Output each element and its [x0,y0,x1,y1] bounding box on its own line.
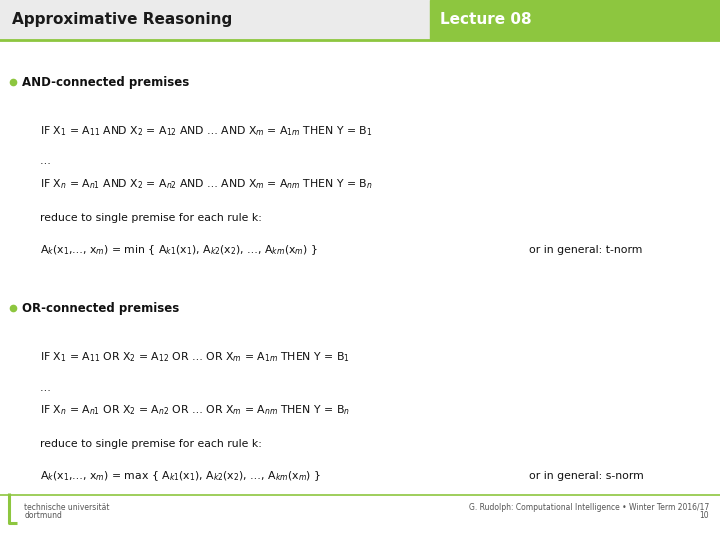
Text: or in general: t-norm: or in general: t-norm [529,245,642,255]
Text: A$_k$(x$_1$,…, x$_m$) = min { A$_{k1}$(x$_1$), A$_{k2}$(x$_2$), …, A$_{km}$(x$_m: A$_k$(x$_1$,…, x$_m$) = min { A$_{k1}$(x… [40,243,318,257]
Text: G. Rudolph: Computational Intelligence • Winter Term 2016/17: G. Rudolph: Computational Intelligence •… [469,503,709,512]
Text: dortmund: dortmund [24,511,63,520]
Text: OR-connected premises: OR-connected premises [22,302,179,315]
Text: IF X$_1$ = A$_{11}$ OR X$_2$ = A$_{12}$ OR … OR X$_m$ = A$_{1m}$ THEN Y = B$_1$: IF X$_1$ = A$_{11}$ OR X$_2$ = A$_{12}$ … [40,350,349,364]
Text: …: … [40,383,50,393]
Text: or in general: s-norm: or in general: s-norm [529,471,644,481]
Text: IF X$_n$ = A$_{n1}$ OR X$_2$ = A$_{n2}$ OR … OR X$_m$ = A$_{nm}$ THEN Y = B$_n$: IF X$_n$ = A$_{n1}$ OR X$_2$ = A$_{n2}$ … [40,403,350,417]
Bar [0,0,720,40]
Bar [430,0,720,40]
Text: Lecture 08: Lecture 08 [440,12,531,28]
Text: …: … [40,157,50,166]
Text: Approximative Reasoning: Approximative Reasoning [12,12,232,28]
Text: IF X$_1$ = A$_{11}$ AND X$_2$ = A$_{12}$ AND … AND X$_m$ = A$_{1m}$ THEN Y = B$_: IF X$_1$ = A$_{11}$ AND X$_2$ = A$_{12}$… [40,124,372,138]
Text: AND-connected premises: AND-connected premises [22,76,189,89]
Text: reduce to single premise for each rule k:: reduce to single premise for each rule k… [40,213,261,222]
Text: 10: 10 [700,511,709,520]
Text: IF X$_n$ = A$_{n1}$ AND X$_2$ = A$_{n2}$ AND … AND X$_m$ = A$_{nm}$ THEN Y = B$_: IF X$_n$ = A$_{n1}$ AND X$_2$ = A$_{n2}$… [40,177,372,191]
Text: A$_k$(x$_1$,…, x$_m$) = max { A$_{k1}$(x$_1$), A$_{k2}$(x$_2$), …, A$_{km}$(x$_m: A$_k$(x$_1$,…, x$_m$) = max { A$_{k1}$(x… [40,469,320,483]
Text: reduce to single premise for each rule k:: reduce to single premise for each rule k… [40,439,261,449]
Text: technische universität: technische universität [24,503,110,512]
